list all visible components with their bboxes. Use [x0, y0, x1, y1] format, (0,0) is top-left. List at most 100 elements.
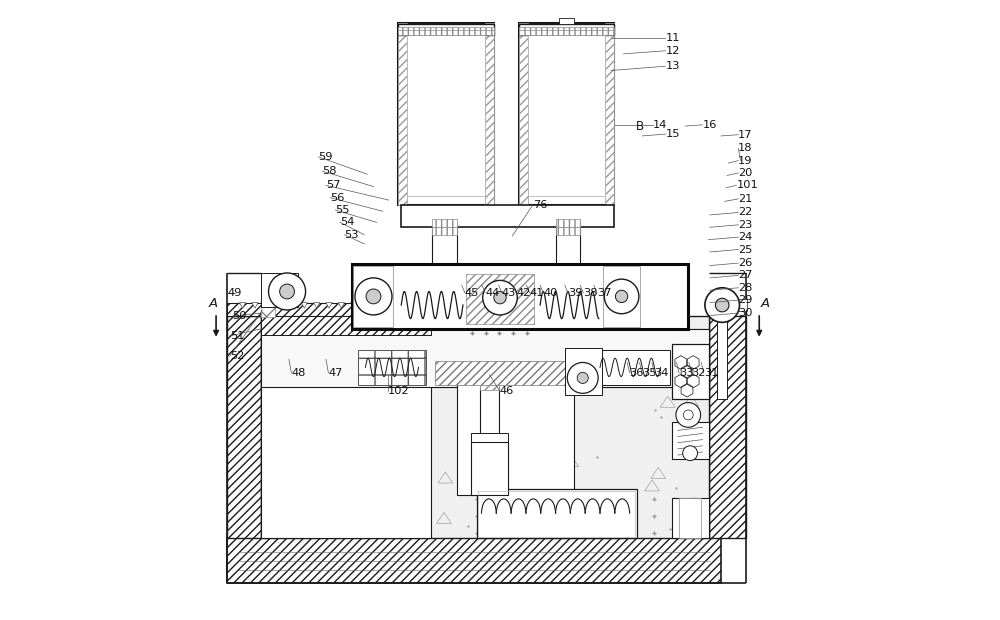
Text: 49: 49 — [227, 288, 242, 298]
Bar — [261, 304, 275, 317]
Text: 46: 46 — [500, 386, 514, 396]
Bar — [565, 348, 602, 394]
Text: 35: 35 — [642, 368, 656, 378]
Text: 21: 21 — [738, 194, 753, 204]
Polygon shape — [338, 303, 344, 308]
Bar — [528, 35, 605, 196]
Text: 19: 19 — [738, 156, 753, 166]
Text: 16: 16 — [702, 120, 717, 130]
Text: 25: 25 — [738, 244, 753, 255]
Bar — [227, 316, 261, 538]
Bar — [672, 344, 709, 399]
Text: 54: 54 — [340, 218, 355, 228]
Text: 39: 39 — [568, 288, 582, 298]
Text: 52: 52 — [230, 352, 244, 361]
Bar — [605, 23, 614, 205]
Text: 44: 44 — [485, 288, 499, 298]
Bar — [398, 23, 407, 205]
Bar — [398, 27, 494, 32]
Text: 40: 40 — [543, 288, 558, 298]
Circle shape — [355, 278, 392, 315]
Text: 30: 30 — [738, 308, 753, 318]
Text: 15: 15 — [665, 129, 680, 139]
Circle shape — [683, 410, 693, 420]
Bar — [261, 273, 298, 307]
Text: 101: 101 — [736, 180, 758, 190]
Text: 34: 34 — [654, 368, 669, 378]
Text: 48: 48 — [291, 368, 306, 378]
Bar — [477, 489, 637, 538]
Circle shape — [683, 446, 698, 461]
Text: 17: 17 — [738, 130, 753, 140]
Text: 20: 20 — [738, 168, 753, 178]
Text: 59: 59 — [319, 152, 333, 162]
Circle shape — [577, 373, 588, 383]
Bar — [261, 329, 709, 387]
Bar — [358, 350, 426, 385]
Bar — [261, 335, 431, 538]
Text: 51: 51 — [230, 331, 244, 341]
Bar — [398, 24, 494, 35]
Text: 29: 29 — [738, 295, 753, 305]
Bar — [559, 18, 574, 24]
Text: 23: 23 — [738, 220, 753, 230]
Bar — [466, 274, 534, 324]
Text: A: A — [209, 297, 218, 310]
Bar — [432, 219, 457, 227]
Text: A: A — [760, 297, 770, 310]
Bar — [352, 264, 688, 329]
Text: 56: 56 — [330, 193, 345, 203]
Bar — [407, 35, 485, 196]
Text: 53: 53 — [344, 229, 359, 240]
Text: 55: 55 — [335, 205, 350, 215]
Text: 27: 27 — [738, 270, 753, 280]
Text: 24: 24 — [738, 232, 752, 242]
Bar — [603, 265, 640, 327]
Bar — [457, 384, 574, 495]
Bar — [435, 361, 596, 385]
Circle shape — [715, 298, 729, 312]
Polygon shape — [351, 303, 357, 308]
Text: 28: 28 — [738, 283, 753, 293]
Polygon shape — [314, 303, 320, 308]
Bar — [480, 385, 499, 390]
Text: 50: 50 — [232, 311, 247, 321]
Bar — [432, 227, 457, 285]
Text: 45: 45 — [465, 288, 479, 298]
Polygon shape — [264, 303, 270, 308]
Polygon shape — [301, 303, 307, 308]
Bar — [679, 498, 701, 538]
Bar — [353, 265, 393, 327]
Text: 32: 32 — [691, 368, 706, 378]
Text: 37: 37 — [597, 288, 611, 298]
Text: 38: 38 — [583, 288, 598, 298]
Bar — [471, 433, 508, 443]
Bar — [556, 227, 580, 235]
Circle shape — [280, 284, 294, 299]
Circle shape — [269, 273, 306, 310]
Bar — [261, 316, 431, 335]
Polygon shape — [388, 303, 394, 308]
Polygon shape — [289, 303, 295, 308]
Bar — [432, 227, 457, 235]
Bar — [398, 30, 494, 35]
Text: 57: 57 — [326, 180, 340, 190]
Bar — [519, 23, 614, 205]
Text: 14: 14 — [653, 120, 667, 130]
Text: 31: 31 — [704, 368, 718, 378]
Text: 76: 76 — [533, 200, 547, 210]
Text: 41: 41 — [530, 288, 544, 298]
Bar — [519, 30, 614, 35]
Text: 12: 12 — [665, 46, 680, 56]
Bar — [261, 316, 709, 538]
Circle shape — [483, 280, 517, 315]
Text: 102: 102 — [388, 386, 409, 396]
Bar — [398, 23, 494, 205]
Bar — [556, 219, 580, 227]
Bar — [519, 24, 614, 35]
Polygon shape — [277, 303, 283, 308]
Text: 43: 43 — [502, 288, 516, 298]
Polygon shape — [375, 303, 381, 308]
Bar — [519, 23, 528, 205]
Bar — [717, 310, 727, 399]
